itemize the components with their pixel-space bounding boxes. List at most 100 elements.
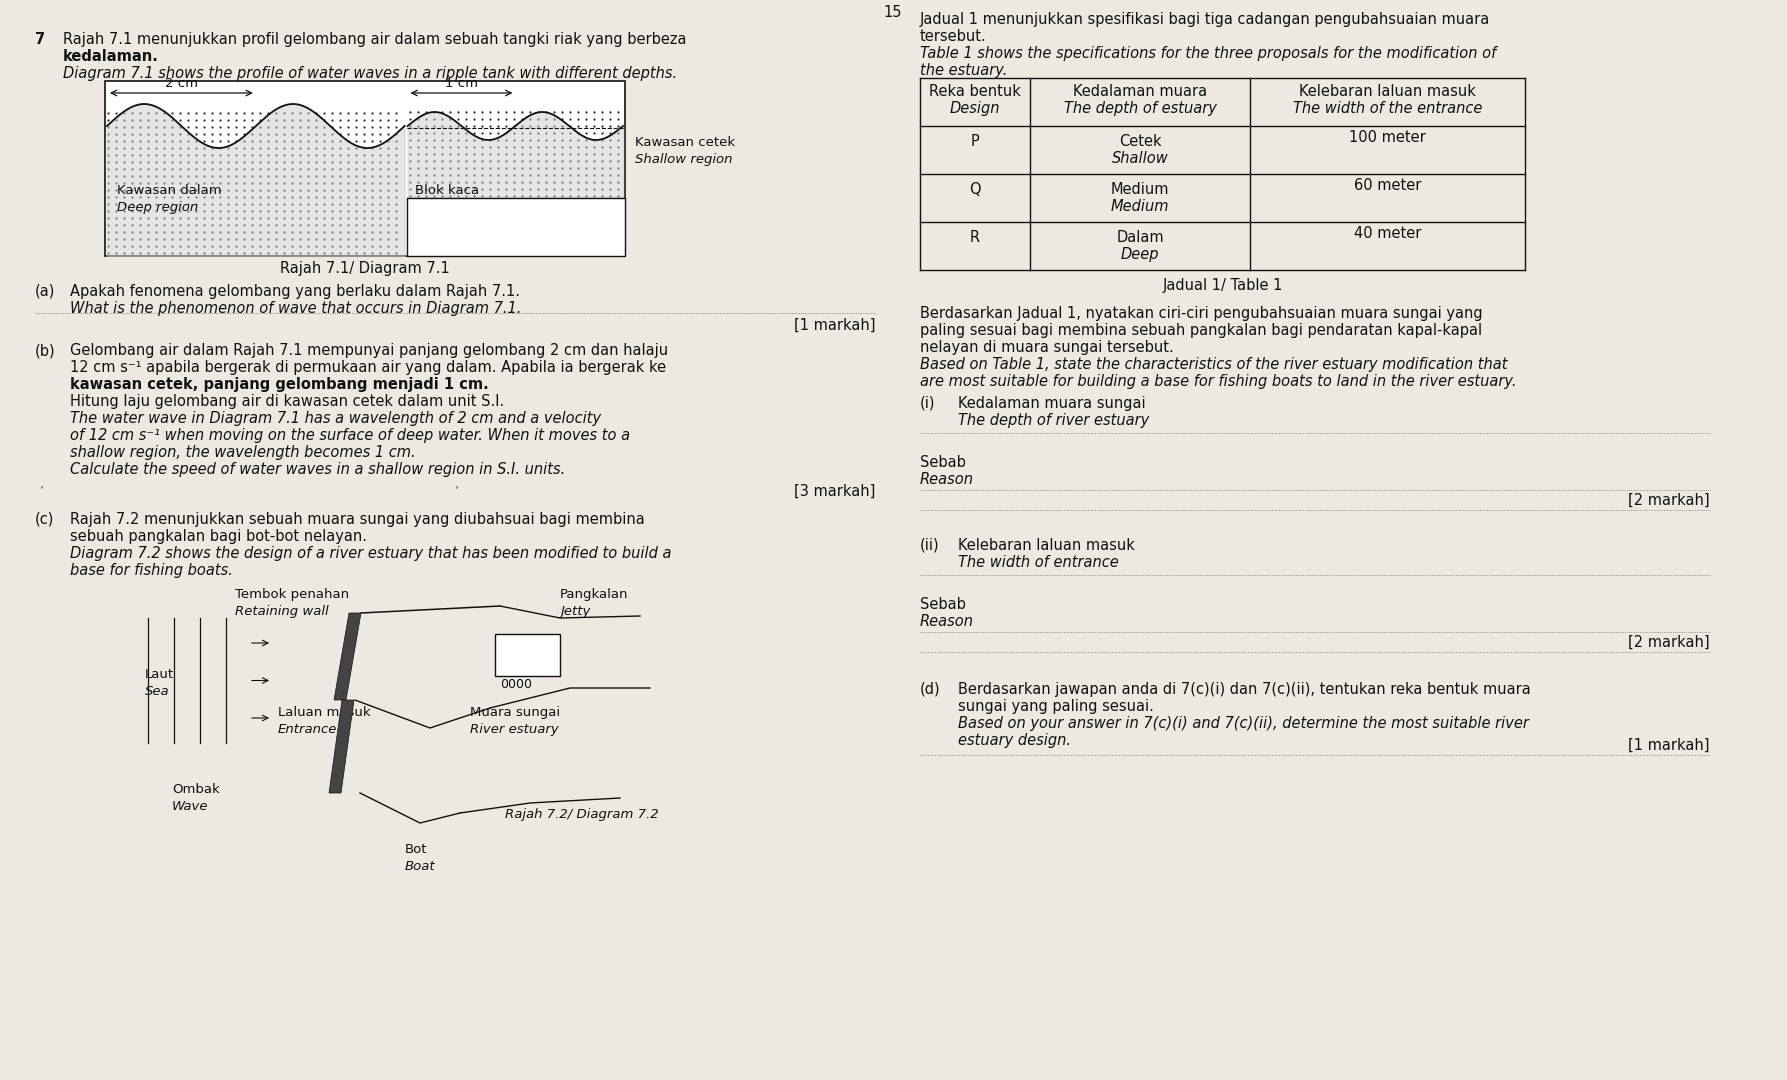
Text: Retaining wall: Retaining wall [236, 605, 329, 618]
Text: (ii): (ii) [920, 538, 940, 553]
Text: [2 markah]: [2 markah] [1628, 492, 1710, 508]
Text: (a): (a) [36, 284, 55, 299]
Text: 60 meter: 60 meter [1355, 178, 1421, 193]
Text: sungai yang paling sesuai.: sungai yang paling sesuai. [958, 699, 1154, 714]
Text: Kelebaran laluan masuk: Kelebaran laluan masuk [1299, 84, 1476, 99]
Text: Reason: Reason [920, 615, 974, 629]
Text: Glass block: Glass block [415, 201, 490, 214]
Text: (b): (b) [36, 343, 55, 357]
Text: of 12 cm s⁻¹ when moving on the surface of deep water. When it moves to a: of 12 cm s⁻¹ when moving on the surface … [70, 428, 631, 443]
Text: nelayan di muara sungai tersebut.: nelayan di muara sungai tersebut. [920, 340, 1174, 355]
Text: Deep: Deep [1120, 247, 1160, 262]
Text: 100 meter: 100 meter [1349, 130, 1426, 145]
Text: Laut: Laut [145, 669, 173, 681]
Text: kedalaman.: kedalaman. [63, 49, 159, 64]
Text: (c): (c) [36, 512, 54, 527]
Text: Reka bentuk: Reka bentuk [929, 84, 1020, 99]
Text: Kelebaran laluan masuk: Kelebaran laluan masuk [958, 538, 1135, 553]
Text: Sebab: Sebab [920, 597, 967, 612]
Text: Cetek: Cetek [1119, 134, 1162, 149]
Text: Kedalaman muara sungai: Kedalaman muara sungai [958, 396, 1145, 411]
Text: ’: ’ [39, 484, 45, 497]
Text: 40 meter: 40 meter [1355, 226, 1421, 241]
Text: Based on Table 1, state the characteristics of the river estuary modification th: Based on Table 1, state the characterist… [920, 357, 1508, 372]
Text: Based on your answer in 7(c)(i) and 7(c)(ii), determine the most suitable river: Based on your answer in 7(c)(i) and 7(c)… [958, 716, 1530, 731]
Text: R: R [970, 230, 979, 245]
Text: shallow region, the wavelength becomes 1 cm.: shallow region, the wavelength becomes 1… [70, 445, 416, 460]
Text: Bot: Bot [406, 843, 427, 856]
Text: Berdasarkan jawapan anda di 7(c)(i) dan 7(c)(ii), tentukan reka bentuk muara: Berdasarkan jawapan anda di 7(c)(i) dan … [958, 681, 1531, 697]
Text: Calculate the speed of water waves in a shallow region in S.I. units.: Calculate the speed of water waves in a … [70, 462, 565, 477]
Text: The water wave in Diagram 7.1 has a wavelength of 2 cm and a velocity: The water wave in Diagram 7.1 has a wave… [70, 411, 600, 426]
Text: Q: Q [969, 183, 981, 197]
Text: [3 markah]: [3 markah] [793, 484, 876, 499]
Polygon shape [334, 613, 361, 700]
Text: Jetty: Jetty [559, 605, 590, 618]
Text: Pangkalan: Pangkalan [559, 588, 629, 600]
Text: Sea: Sea [145, 685, 170, 698]
Text: Diagram 7.2 shows the design of a river estuary that has been modified to build : Diagram 7.2 shows the design of a river … [70, 546, 672, 561]
Text: are most suitable for building a base for fishing boats to land in the river est: are most suitable for building a base fo… [920, 374, 1517, 389]
Text: Blok kaca: Blok kaca [415, 184, 479, 197]
Text: 12 cm s⁻¹ apabila bergerak di permukaan air yang dalam. Apabila ia bergerak ke: 12 cm s⁻¹ apabila bergerak di permukaan … [70, 360, 667, 375]
Text: (i): (i) [920, 396, 936, 411]
Text: Boat: Boat [406, 860, 436, 873]
Text: Dalam: Dalam [1117, 230, 1163, 245]
Text: 1 cm: 1 cm [445, 77, 477, 90]
Text: Medium: Medium [1112, 199, 1169, 214]
Text: [1 markah]: [1 markah] [793, 318, 876, 333]
Text: Kawasan cetek: Kawasan cetek [634, 136, 734, 149]
Text: Rajah 7.2 menunjukkan sebuah muara sungai yang diubahsuai bagi membina: Rajah 7.2 menunjukkan sebuah muara sunga… [70, 512, 645, 527]
Text: The depth of river estuary: The depth of river estuary [958, 413, 1149, 428]
Text: 0000: 0000 [500, 678, 533, 691]
Text: The width of the entrance: The width of the entrance [1292, 102, 1481, 116]
Text: Gelombang air dalam Rajah 7.1 mempunyai panjang gelombang 2 cm dan halaju: Gelombang air dalam Rajah 7.1 mempunyai … [70, 343, 668, 357]
Text: Shallow: Shallow [1112, 151, 1169, 166]
Text: Apakah fenomena gelombang yang berlaku dalam Rajah 7.1.: Apakah fenomena gelombang yang berlaku d… [70, 284, 520, 299]
Text: What is the phenomenon of wave that occurs in Diagram 7.1.: What is the phenomenon of wave that occu… [70, 301, 522, 316]
Bar [105, 81, 625, 256]
Text: Shallow region: Shallow region [634, 153, 733, 166]
Text: Jadual 1/ Table 1: Jadual 1/ Table 1 [1162, 278, 1283, 293]
Text: Rajah 7.1/ Diagram 7.1: Rajah 7.1/ Diagram 7.1 [281, 261, 450, 276]
Text: Muara sungai: Muara sungai [470, 706, 559, 719]
Text: Berdasarkan Jadual 1, nyatakan ciri-ciri pengubahsuaian muara sungai yang: Berdasarkan Jadual 1, nyatakan ciri-ciri… [920, 306, 1483, 321]
Text: Design: Design [949, 102, 1001, 116]
Text: Ombak: Ombak [172, 783, 220, 796]
Text: The depth of estuary: The depth of estuary [1063, 102, 1217, 116]
Text: P: P [970, 134, 979, 149]
Text: 15: 15 [885, 5, 902, 21]
Text: 7: 7 [36, 32, 45, 48]
Text: kawasan cetek, panjang gelombang menjadi 1 cm.: kawasan cetek, panjang gelombang menjadi… [70, 377, 490, 392]
Text: Medium: Medium [1112, 183, 1169, 197]
Text: Jadual 1 menunjukkan spesifikasi bagi tiga cadangan pengubahsuaian muara: Jadual 1 menunjukkan spesifikasi bagi ti… [920, 12, 1490, 27]
Bar [495, 634, 559, 676]
Text: Kawasan dalam: Kawasan dalam [116, 184, 222, 197]
Text: estuary design.: estuary design. [958, 733, 1070, 748]
Text: Table 1 shows the specifications for the three proposals for the modification of: Table 1 shows the specifications for the… [920, 46, 1496, 60]
Text: [1 markah]: [1 markah] [1628, 738, 1710, 753]
Text: [2 markah]: [2 markah] [1628, 635, 1710, 650]
Text: Wave: Wave [172, 800, 209, 813]
Bar [407, 199, 625, 256]
Text: Hitung laju gelombang air di kawasan cetek dalam unit S.I.: Hitung laju gelombang air di kawasan cet… [70, 394, 504, 409]
Text: the estuary.: the estuary. [920, 63, 1008, 78]
Text: Diagram 7.1 shows the profile of water waves in a ripple tank with different dep: Diagram 7.1 shows the profile of water w… [63, 66, 677, 81]
Text: Rajah 7.2/ Diagram 7.2: Rajah 7.2/ Diagram 7.2 [506, 808, 659, 821]
Text: Reason: Reason [920, 472, 974, 487]
Text: ’: ’ [456, 484, 459, 497]
Text: 2 cm: 2 cm [164, 77, 198, 90]
Text: Laluan masuk: Laluan masuk [279, 706, 370, 719]
Text: Kedalaman muara: Kedalaman muara [1072, 84, 1206, 99]
Text: base for fishing boats.: base for fishing boats. [70, 563, 232, 578]
Text: paling sesuai bagi membina sebuah pangkalan bagi pendaratan kapal-kapal: paling sesuai bagi membina sebuah pangka… [920, 323, 1481, 338]
Text: Sebab: Sebab [920, 455, 967, 470]
Text: The width of entrance: The width of entrance [958, 555, 1119, 570]
Text: Rajah 7.1 menunjukkan profil gelombang air dalam sebuah tangki riak yang berbeza: Rajah 7.1 menunjukkan profil gelombang a… [63, 32, 686, 48]
Text: Deep region: Deep region [116, 201, 198, 214]
Text: (d): (d) [920, 681, 940, 697]
Text: tersebut.: tersebut. [920, 29, 986, 44]
Text: Tembok penahan: Tembok penahan [236, 588, 348, 600]
Text: sebuah pangkalan bagi bot-bot nelayan.: sebuah pangkalan bagi bot-bot nelayan. [70, 529, 366, 544]
Polygon shape [329, 700, 354, 793]
